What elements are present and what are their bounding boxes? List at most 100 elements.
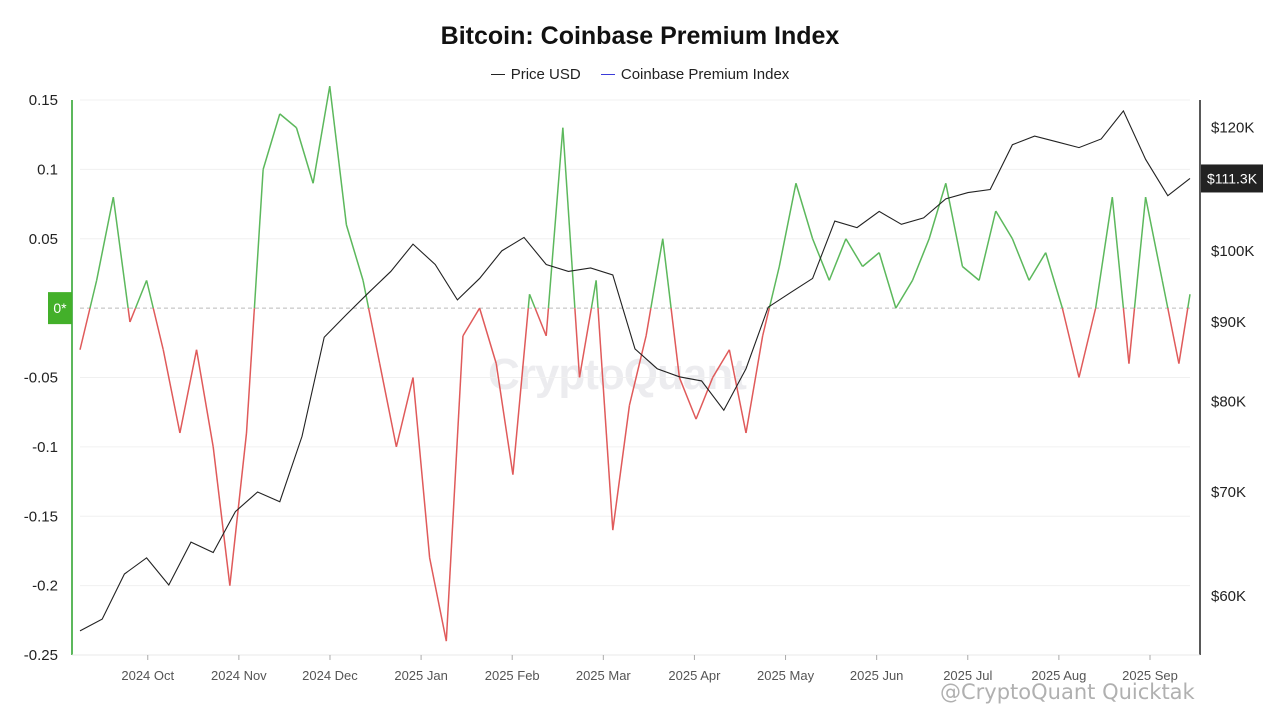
premium-index-segment xyxy=(595,280,599,309)
last-price-label: $111.3K xyxy=(1207,170,1258,186)
premium-index-segment xyxy=(628,335,647,406)
premium-index-segment xyxy=(129,307,137,323)
premium-index-segment xyxy=(478,307,497,364)
premium-index-segment xyxy=(1078,307,1097,378)
premium-index-segment xyxy=(534,307,547,337)
y-tick-label-left: 0.15 xyxy=(29,92,58,109)
y-tick-label-right: $100K xyxy=(1211,243,1254,260)
y-tick-label-left: 0.1 xyxy=(37,161,58,178)
y-tick-label-right: $120K xyxy=(1211,120,1254,137)
premium-index-segment xyxy=(1133,197,1147,309)
premium-index-segment xyxy=(295,127,314,184)
legend-swatch-price xyxy=(490,73,505,75)
premium-index-segment xyxy=(562,127,576,309)
premium-index-segment xyxy=(1011,238,1030,281)
premium-index-segment xyxy=(745,335,764,434)
premium-index-segment xyxy=(262,113,281,170)
premium-index-segment xyxy=(1161,280,1169,309)
premium-index-segment xyxy=(978,210,997,281)
y-tick-label-left: -0.15 xyxy=(24,508,58,525)
premium-index-segment xyxy=(778,183,797,267)
y-tick-label-right: $80K xyxy=(1211,394,1246,411)
x-tick-label: 2025 Mar xyxy=(576,668,632,683)
premium-index-segment xyxy=(590,280,597,309)
x-tick-label: 2025 May xyxy=(757,668,815,683)
x-tick-label: 2025 Jan xyxy=(394,668,448,683)
premium-index-segment xyxy=(528,293,536,309)
x-tick-label: 2025 Apr xyxy=(668,668,721,683)
x-tick-label: 2025 Jul xyxy=(943,668,992,683)
premium-index-segment xyxy=(362,280,370,309)
x-tick-label: 2024 Oct xyxy=(121,668,174,683)
premium-index-segment xyxy=(412,377,431,558)
x-tick-label: 2024 Dec xyxy=(302,668,358,683)
premium-index-segment xyxy=(195,349,214,448)
premium-index-segment xyxy=(650,238,664,309)
premium-index-segment xyxy=(662,238,672,309)
legend-item-price[interactable]: Price USD xyxy=(490,65,581,83)
premium-index-segment xyxy=(527,294,531,309)
premium-index-segment xyxy=(678,377,697,420)
x-tick-label: 2025 Sep xyxy=(1122,668,1178,683)
premium-index-segment xyxy=(428,557,448,642)
premium-index-segment xyxy=(253,169,264,309)
premium-index-segment xyxy=(670,308,681,378)
premium-index-segment xyxy=(95,196,115,281)
premium-index-segment xyxy=(1167,307,1180,364)
premium-index-segment xyxy=(1061,307,1080,378)
y-tick-label-left: -0.05 xyxy=(24,370,58,387)
y-tick-label-right: $70K xyxy=(1211,484,1246,501)
premium-index-segment xyxy=(895,279,914,309)
credit-text: @CryptoQuant Quicktak xyxy=(940,680,1195,704)
premium-index-segment xyxy=(152,307,164,350)
premium-index-segment xyxy=(845,238,864,267)
premium-index-segment xyxy=(1028,252,1047,281)
y-tick-label-right: $60K xyxy=(1211,588,1246,605)
price-usd-line xyxy=(79,109,1191,632)
legend-swatch-premium xyxy=(600,73,615,75)
chart-legend: Price USD Coinbase Premium Index xyxy=(0,62,1280,83)
cryptoquant-watermark: CryptoQuant xyxy=(488,350,747,399)
premium-index-segment xyxy=(79,307,91,350)
premium-index-segment xyxy=(828,238,847,281)
premium-index-segment xyxy=(545,308,550,336)
premium-index-segment xyxy=(995,210,1014,240)
premium-index-segment xyxy=(961,265,980,281)
premium-index-segment xyxy=(578,307,593,378)
x-tick-label: 2025 Aug xyxy=(1031,668,1086,683)
legend-label-price: Price USD xyxy=(510,65,581,83)
legend-item-premium[interactable]: Coinbase Premium Index xyxy=(600,66,789,83)
premium-index-segment xyxy=(395,377,414,448)
y-tick-label-left: -0.2 xyxy=(32,578,58,595)
premium-index-segment xyxy=(547,127,564,309)
premium-index-segment xyxy=(1144,196,1163,281)
premium-index-segment xyxy=(911,238,930,281)
premium-index-segment xyxy=(179,349,198,434)
premium-index-segment xyxy=(878,252,897,309)
x-tick-label: 2025 Jun xyxy=(850,668,904,683)
y-tick-label-left: 0.05 xyxy=(29,231,58,248)
premium-index-segment xyxy=(512,308,530,475)
zero-badge xyxy=(48,292,72,325)
premium-index-segment xyxy=(245,308,256,434)
premium-index-segment xyxy=(378,363,398,448)
zero-badge-label: 0* xyxy=(53,300,67,316)
premium-index-segment xyxy=(134,280,148,309)
premium-index-segment xyxy=(1122,308,1130,364)
premium-index-segment xyxy=(1111,197,1125,309)
chart-title: Bitcoin: Coinbase Premium Index xyxy=(440,22,840,50)
premium-index-segment xyxy=(112,197,129,309)
last-price-badge xyxy=(1201,164,1263,193)
x-tick-label: 2024 Nov xyxy=(211,668,267,683)
y-tick-label-left: -0.1 xyxy=(32,439,58,456)
premium-index-segment xyxy=(862,252,880,268)
premium-index-segment xyxy=(367,307,381,364)
premium-index-segment xyxy=(495,363,514,475)
premium-index-segment xyxy=(445,335,464,642)
premium-index-segment xyxy=(811,238,830,281)
premium-index-segment xyxy=(795,183,814,239)
premium-index-segment xyxy=(145,280,154,309)
x-tick-label: 2025 Feb xyxy=(485,668,540,683)
premium-index-segment xyxy=(645,307,652,337)
premium-index-segment xyxy=(1094,197,1114,309)
